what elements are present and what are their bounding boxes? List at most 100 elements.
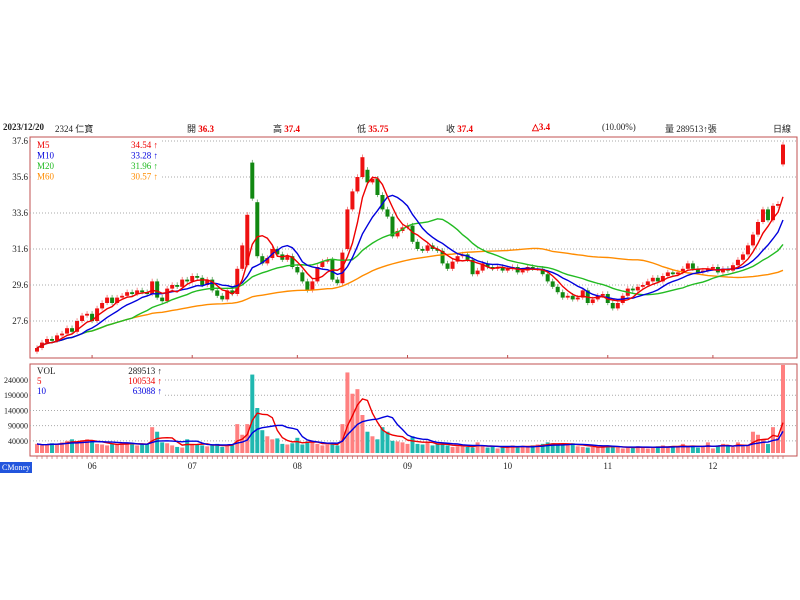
candle: [565, 295, 570, 298]
volume-bar: [765, 443, 770, 453]
volume-bar: [145, 443, 150, 453]
candle: [60, 333, 65, 336]
volume-bar: [410, 436, 415, 453]
legend-m60-value: 30.57 ↑: [131, 172, 158, 182]
volume-bar: [250, 374, 255, 453]
volume-bar: [570, 443, 575, 453]
volume-bar: [155, 431, 160, 453]
candle: [50, 339, 55, 341]
volume-bar: [265, 436, 270, 453]
volume-bar: [120, 442, 125, 453]
candle: [465, 254, 470, 260]
volume-bar: [575, 446, 580, 453]
candle: [380, 195, 385, 210]
candle: [610, 303, 615, 309]
candle: [375, 178, 380, 195]
volume-bar: [580, 446, 585, 453]
candle: [125, 292, 130, 296]
candle: [455, 256, 460, 262]
candle: [440, 250, 445, 264]
candle: [350, 191, 355, 210]
volume-bar: [385, 431, 390, 453]
candle: [45, 339, 50, 343]
volume-bar: [50, 443, 55, 453]
volume-bar: [665, 447, 670, 453]
volume-bar: [35, 443, 39, 453]
ma20-line: [36, 218, 784, 349]
candle: [770, 205, 775, 221]
candle: [435, 249, 440, 251]
volume-legend-label: 10: [37, 386, 47, 396]
volume-bar: [170, 445, 175, 453]
candle: [190, 276, 195, 282]
volume-bar: [505, 446, 510, 453]
candle: [260, 256, 265, 264]
volume-bar: [465, 446, 470, 453]
volume-label: 量: [665, 124, 675, 134]
volume-tick-label: 140000: [4, 406, 28, 415]
candle: [110, 297, 115, 303]
volume-bar: [275, 438, 280, 453]
volume-bar: [455, 446, 460, 453]
volume-bar: [485, 447, 490, 453]
volume-bar: [85, 439, 90, 453]
volume-bar: [595, 447, 600, 453]
candle: [695, 268, 700, 273]
volume-bar: [395, 441, 400, 453]
volume-bar: [655, 446, 660, 453]
volume-bar: [781, 364, 785, 453]
chart-date: 2023/12/20: [3, 122, 45, 132]
candle: [675, 272, 680, 275]
volume-bar: [420, 444, 425, 453]
volume-bar: [515, 447, 520, 453]
volume-legend-value: 100534 ↑: [128, 376, 162, 386]
volume-legend-value: 289513 ↑: [128, 366, 162, 376]
volume-bar: [615, 447, 620, 453]
candle: [720, 268, 725, 273]
month-label: 06: [88, 461, 98, 471]
candle: [690, 263, 695, 269]
volume-bar: [445, 445, 450, 453]
candle: [505, 268, 510, 271]
price-tick-label: 35.6: [12, 172, 28, 182]
legend-m20-value: 31.96 ↑: [131, 161, 158, 171]
candle: [781, 144, 785, 165]
volume-bar: [115, 444, 120, 453]
period-selector[interactable]: 日線: [773, 124, 792, 134]
volume-bar: [710, 448, 715, 453]
legend-m20-label: M20: [37, 161, 55, 171]
candle: [775, 204, 780, 206]
volume-bar: [355, 389, 360, 453]
volume-bar: [235, 424, 240, 453]
candle: [580, 290, 585, 298]
volume-bar: [700, 446, 705, 453]
candle: [730, 265, 735, 271]
volume-bar: [210, 445, 215, 453]
volume-bar: [450, 446, 455, 453]
volume-bar: [310, 442, 315, 453]
candle: [300, 272, 305, 282]
volume-bar: [705, 442, 710, 453]
volume-bar: [475, 442, 480, 453]
volume-bar: [215, 443, 220, 453]
candle: [645, 281, 650, 285]
candle: [425, 245, 430, 251]
candle: [70, 328, 75, 332]
low-stat: 低 35.75: [357, 122, 389, 135]
candle: [410, 225, 415, 242]
candle: [710, 267, 715, 269]
volume-bar: [60, 442, 65, 453]
volume-bar: [290, 443, 295, 453]
candle: [655, 277, 660, 282]
candle: [265, 258, 270, 264]
candle: [470, 259, 475, 275]
candle: [235, 268, 240, 294]
cmoney-logo: CMoney: [0, 462, 32, 473]
price-tick-label: 31.6: [12, 244, 28, 254]
candle: [360, 157, 365, 177]
volume-bar: [745, 445, 750, 453]
candle: [615, 303, 620, 309]
candle: [355, 177, 360, 192]
candle: [395, 231, 400, 237]
volume-tick-label: 90000: [8, 422, 28, 431]
